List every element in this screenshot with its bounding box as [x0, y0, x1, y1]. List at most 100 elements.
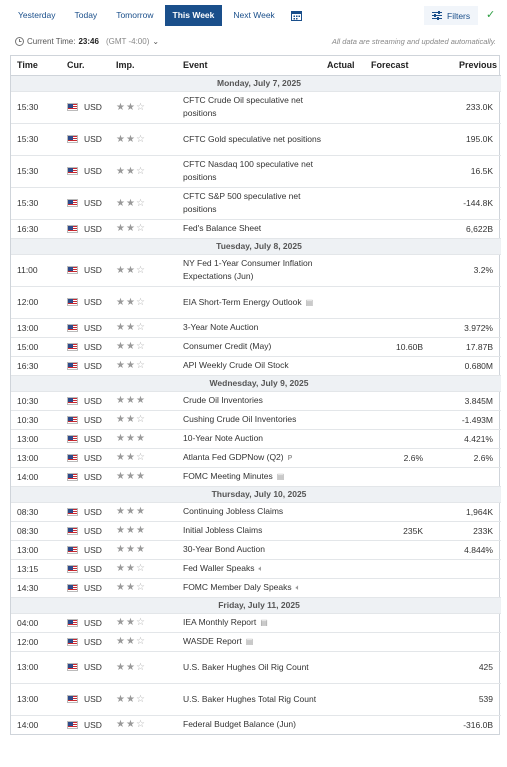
- event-row[interactable]: 11:00 USD ★★☆ NY Fed 1-Year Consumer Inflat…: [11, 253, 501, 286]
- event-row[interactable]: 14:30 USD ★★☆ FOMC Member Daly Speaks 🔈︎: [11, 577, 501, 597]
- event-row[interactable]: 13:00 USD ★★☆ Atlanta Fed GDPNow (Q2) P 2.6% 2…: [11, 447, 501, 467]
- event-row[interactable]: 08:30 USD ★★★ Initial Jobless Claims 235K 233…: [11, 520, 501, 540]
- event-currency: USD: [61, 520, 110, 540]
- event-label[interactable]: 10-Year Note Auction: [183, 433, 264, 443]
- event-label[interactable]: Cushing Crude Oil Inventories: [183, 414, 297, 424]
- event-name[interactable]: CFTC Gold speculative net positions: [177, 122, 321, 155]
- event-label[interactable]: Fed Waller Speaks: [183, 563, 255, 573]
- event-row[interactable]: 13:00 USD ★★★ 10-Year Note Auction 4.421%: [11, 428, 501, 448]
- event-label[interactable]: WASDE Report: [183, 636, 242, 646]
- event-name[interactable]: Atlanta Fed GDPNow (Q2) P: [177, 447, 321, 467]
- event-row[interactable]: 15:30 USD ★★☆ CFTC Nasdaq 100 speculative n…: [11, 154, 501, 187]
- star-empty-icon: ☆: [135, 264, 146, 276]
- event-name[interactable]: IEA Monthly Report ▤: [177, 612, 321, 632]
- timezone-selector[interactable]: (GMT -4:00): [105, 37, 150, 46]
- event-name[interactable]: 3-Year Note Auction: [177, 317, 321, 337]
- tab-next-week[interactable]: Next Week: [233, 10, 275, 20]
- event-name[interactable]: U.S. Baker Hughes Oil Rig Count: [177, 650, 321, 683]
- event-name[interactable]: Continuing Jobless Claims: [177, 501, 321, 521]
- calendar-button[interactable]: [286, 5, 307, 26]
- event-label[interactable]: IEA Monthly Report: [183, 617, 257, 627]
- event-row[interactable]: 15:30 USD ★★☆ CFTC S&P 500 speculative net …: [11, 186, 501, 219]
- event-row[interactable]: 15:30 USD ★★☆ CFTC Crude Oil speculative ne…: [11, 90, 501, 123]
- event-label[interactable]: CFTC Nasdaq 100 speculative net position…: [183, 159, 313, 182]
- event-row[interactable]: 13:00 USD ★★☆ 3-Year Note Auction 3.972%: [11, 317, 501, 337]
- event-row[interactable]: 13:00 USD ★★☆ U.S. Baker Hughes Total Rig C…: [11, 682, 501, 715]
- event-row[interactable]: 15:00 USD ★★☆ Consumer Credit (May) 10.60B 17…: [11, 336, 501, 356]
- event-row[interactable]: 04:00 USD ★★☆ IEA Monthly Report ▤: [11, 612, 501, 632]
- event-row[interactable]: 16:30 USD ★★☆ Fed's Balance Sheet 6,622B: [11, 218, 501, 238]
- event-row[interactable]: 10:30 USD ★★☆ Cushing Crude Oil Inventories…: [11, 409, 501, 429]
- tab-yesterday[interactable]: Yesterday: [18, 10, 56, 20]
- event-label[interactable]: Fed's Balance Sheet: [183, 223, 262, 233]
- importance-stars-icon: ★★☆: [116, 102, 146, 113]
- event-label[interactable]: NY Fed 1-Year Consumer Inflation Expecta…: [183, 258, 313, 281]
- event-name[interactable]: CFTC Nasdaq 100 speculative net position…: [177, 154, 321, 187]
- event-label[interactable]: FOMC Member Daly Speaks: [183, 582, 292, 592]
- event-name[interactable]: Cushing Crude Oil Inventories: [177, 409, 321, 429]
- tab-today[interactable]: Today: [74, 10, 98, 20]
- event-label[interactable]: CFTC Crude Oil speculative net positions: [183, 95, 303, 118]
- event-name[interactable]: Fed Waller Speaks 🔈︎: [177, 558, 321, 578]
- event-name[interactable]: CFTC Crude Oil speculative net positions: [177, 90, 321, 123]
- event-previous: [431, 558, 501, 578]
- event-importance: ★★☆: [110, 218, 177, 238]
- event-name[interactable]: Consumer Credit (May): [177, 336, 321, 356]
- event-label[interactable]: API Weekly Crude Oil Stock: [183, 360, 289, 370]
- event-label[interactable]: Federal Budget Balance (Jun): [183, 719, 296, 730]
- currency-code: USD: [84, 265, 102, 275]
- event-label[interactable]: Continuing Jobless Claims: [183, 506, 284, 516]
- event-label[interactable]: EIA Short-Term Energy Outlook: [183, 296, 302, 307]
- event-row[interactable]: 08:30 USD ★★★ Continuing Jobless Claims 1,96…: [11, 501, 501, 521]
- chevron-down-icon[interactable]: ⌄: [152, 37, 160, 46]
- star-empty-icon: ☆: [135, 223, 146, 234]
- event-label[interactable]: U.S. Baker Hughes Oil Rig Count: [183, 661, 309, 672]
- event-label[interactable]: CFTC S&P 500 speculative net positions: [183, 191, 301, 214]
- event-name[interactable]: Initial Jobless Claims: [177, 520, 321, 540]
- event-label[interactable]: Initial Jobless Claims: [183, 525, 263, 535]
- event-name[interactable]: U.S. Baker Hughes Total Rig Count: [177, 682, 321, 715]
- star-empty-icon: ☆: [135, 636, 146, 647]
- event-row[interactable]: 12:00 USD ★★☆ WASDE Report ▤: [11, 631, 501, 651]
- event-label[interactable]: CFTC Gold speculative net positions: [183, 133, 321, 144]
- event-row[interactable]: 10:30 USD ★★★ Crude Oil Inventories 3.845M: [11, 390, 501, 410]
- event-time: 04:00: [11, 612, 61, 632]
- tab-this-week[interactable]: This Week: [164, 5, 223, 26]
- event-row[interactable]: 13:00 USD ★★☆ U.S. Baker Hughes Oil Rig Cou…: [11, 650, 501, 683]
- event-row[interactable]: 14:00 USD ★★☆ Federal Budget Balance (Jun) -…: [11, 714, 501, 734]
- event-row[interactable]: 16:30 USD ★★☆ API Weekly Crude Oil Stock 0.6…: [11, 355, 501, 375]
- event-name[interactable]: Federal Budget Balance (Jun): [177, 714, 321, 734]
- event-importance: ★★☆: [110, 631, 177, 651]
- us-flag-icon: [67, 298, 78, 306]
- event-name[interactable]: WASDE Report ▤: [177, 631, 321, 651]
- col-event: Event: [177, 56, 321, 76]
- event-name[interactable]: 10-Year Note Auction: [177, 428, 321, 448]
- filters-button[interactable]: Filters: [424, 6, 479, 25]
- star-filled-icon: ★: [125, 165, 136, 177]
- event-label[interactable]: Consumer Credit (May): [183, 341, 272, 351]
- event-name[interactable]: EIA Short-Term Energy Outlook ▤: [177, 285, 321, 318]
- event-label[interactable]: U.S. Baker Hughes Total Rig Count: [183, 693, 317, 704]
- event-row[interactable]: 14:00 USD ★★★ FOMC Meeting Minutes ▤: [11, 466, 501, 486]
- star-empty-icon: ☆: [135, 165, 146, 177]
- event-name[interactable]: API Weekly Crude Oil Stock: [177, 355, 321, 375]
- event-label[interactable]: Atlanta Fed GDPNow (Q2): [183, 452, 284, 462]
- event-name[interactable]: NY Fed 1-Year Consumer Inflation Expecta…: [177, 253, 321, 286]
- event-name[interactable]: Crude Oil Inventories: [177, 390, 321, 410]
- event-label[interactable]: 3-Year Note Auction: [183, 322, 259, 332]
- event-row[interactable]: 15:30 USD ★★☆ CFTC Gold speculative net pos…: [11, 122, 501, 155]
- event-name[interactable]: Fed's Balance Sheet: [177, 218, 321, 238]
- event-label[interactable]: 30-Year Bond Auction: [183, 544, 265, 554]
- event-row[interactable]: 13:00 USD ★★★ 30-Year Bond Auction 4.844%: [11, 539, 501, 559]
- us-flag-icon: [67, 564, 78, 573]
- event-name[interactable]: FOMC Meeting Minutes ▤: [177, 466, 321, 486]
- star-filled-icon: ★: [116, 322, 126, 333]
- event-label[interactable]: Crude Oil Inventories: [183, 395, 263, 405]
- event-row[interactable]: 12:00 USD ★★☆ EIA Short-Term Energy Outlook…: [11, 285, 501, 318]
- event-name[interactable]: FOMC Member Daly Speaks 🔈︎: [177, 577, 321, 597]
- tab-tomorrow[interactable]: Tomorrow: [116, 10, 154, 20]
- event-name[interactable]: CFTC S&P 500 speculative net positions: [177, 186, 321, 219]
- event-label[interactable]: FOMC Meeting Minutes: [183, 471, 273, 481]
- event-row[interactable]: 13:15 USD ★★☆ Fed Waller Speaks 🔈︎: [11, 558, 501, 578]
- event-name[interactable]: 30-Year Bond Auction: [177, 539, 321, 559]
